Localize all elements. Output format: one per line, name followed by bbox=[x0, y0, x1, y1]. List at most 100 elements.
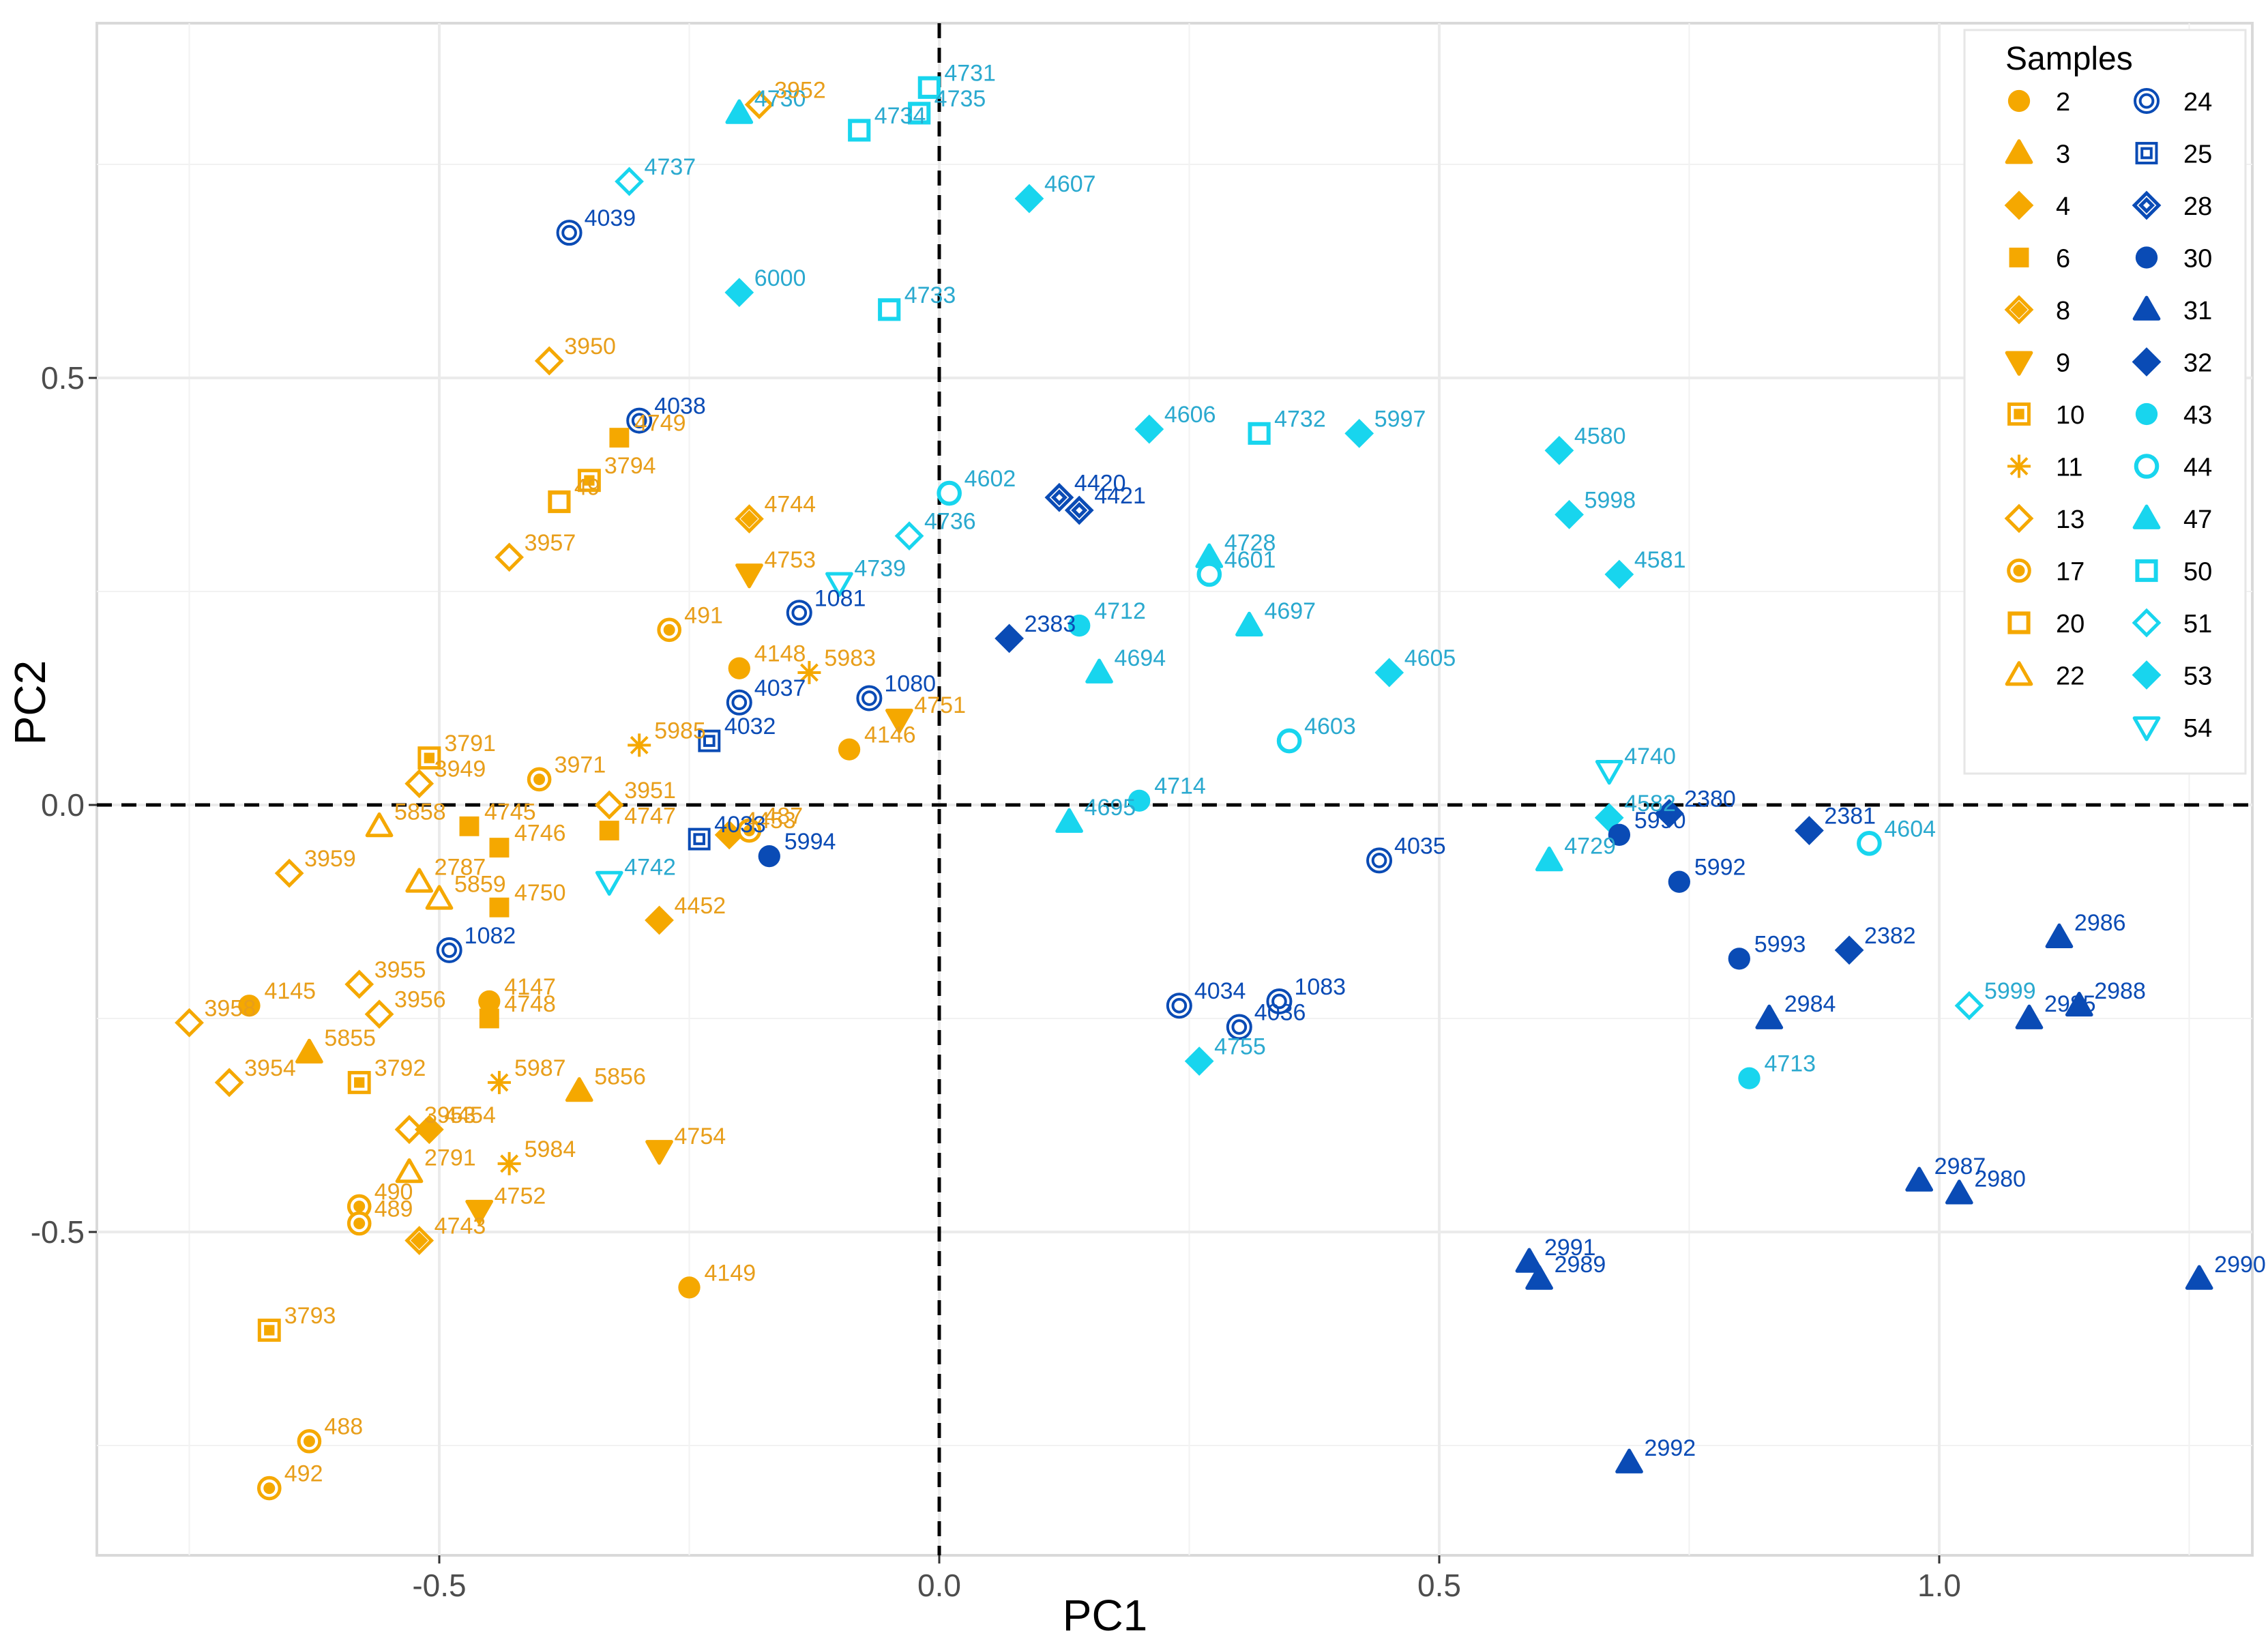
legend-marker-31 bbox=[2132, 295, 2161, 321]
data-point-4742 bbox=[595, 870, 623, 896]
point-label: 3953 bbox=[424, 1102, 476, 1128]
data-point-3971 bbox=[527, 767, 552, 792]
data-point-5985 bbox=[628, 733, 651, 757]
legend-marker-32 bbox=[2132, 347, 2162, 377]
point-label: 4036 bbox=[1254, 1000, 1306, 1026]
data-point-4421 bbox=[1064, 495, 1094, 525]
point-label: 3949 bbox=[435, 757, 486, 782]
point-label: 4749 bbox=[634, 411, 686, 437]
point-label: 490 bbox=[374, 1179, 413, 1205]
data-point-5997 bbox=[1344, 418, 1374, 448]
legend: Samples 2 3 4 6 8 9 10 11 13 17 20 22 24 25 28 30 31 32 43… bbox=[1963, 29, 2247, 775]
point-label: 4745 bbox=[484, 799, 536, 825]
point-label: 4605 bbox=[1404, 645, 1456, 671]
point-label: 5987 bbox=[514, 1055, 566, 1081]
legend-marker-47 bbox=[2132, 504, 2161, 529]
data-point-5856 bbox=[565, 1077, 593, 1102]
legend-label: 22 bbox=[2056, 662, 2085, 691]
data-point-2380 bbox=[1654, 799, 1684, 828]
legend-marker-53 bbox=[2132, 660, 2162, 690]
legend-label: 32 bbox=[2183, 349, 2212, 378]
point-label: 4421 bbox=[1094, 483, 1146, 509]
point-label: 4603 bbox=[1304, 714, 1356, 739]
data-point-4580 bbox=[1544, 436, 1574, 465]
data-point-4037 bbox=[726, 689, 752, 716]
x-axis-title: PC1 bbox=[1063, 1591, 1148, 1640]
data-point-4035 bbox=[1366, 847, 1393, 874]
data-point-4745 bbox=[459, 816, 480, 836]
point-label: 5993 bbox=[1754, 931, 1806, 957]
point-label: 4607 bbox=[1044, 171, 1096, 197]
point-label: 4147 bbox=[504, 974, 556, 1000]
legend-marker-11 bbox=[2007, 454, 2031, 478]
grid-lines bbox=[97, 23, 2252, 1555]
point-label: 4739 bbox=[854, 555, 906, 581]
point-label: 4039 bbox=[585, 205, 636, 231]
data-point-3794 bbox=[577, 469, 601, 493]
point-label: 1082 bbox=[465, 923, 516, 949]
data-point-2984 bbox=[1755, 1004, 1784, 1029]
legend-label: 11 bbox=[2056, 454, 2082, 482]
point-label: 5985 bbox=[654, 718, 706, 744]
legend-label: 28 bbox=[2183, 192, 2212, 221]
legend-label: 17 bbox=[2056, 558, 2085, 587]
point-label: 4734 bbox=[874, 103, 926, 129]
data-point-2992 bbox=[1615, 1448, 1643, 1473]
data-point-5855 bbox=[295, 1038, 323, 1063]
point-label: 4032 bbox=[724, 714, 776, 739]
legend-label: 6 bbox=[2056, 245, 2070, 274]
legend-label: 13 bbox=[2056, 505, 2085, 534]
data-point-4730 bbox=[725, 99, 754, 124]
data-point-4039 bbox=[556, 220, 583, 246]
data-point-4145 bbox=[238, 995, 261, 1017]
legend-marker-3 bbox=[2005, 139, 2033, 164]
point-label: 4601 bbox=[1224, 547, 1276, 573]
x-tick-label: 0.0 bbox=[917, 1568, 961, 1603]
data-point-4736 bbox=[894, 521, 924, 551]
point-label: 5859 bbox=[454, 872, 506, 898]
legend-marker-25 bbox=[2135, 142, 2158, 164]
point-label: 4713 bbox=[1764, 1051, 1816, 1077]
data-point-4734 bbox=[848, 119, 871, 142]
data-point-4737 bbox=[615, 166, 644, 196]
legend-marker-13 bbox=[2004, 503, 2034, 533]
data-point-2988 bbox=[2065, 991, 2093, 1017]
data-point-49 bbox=[548, 490, 571, 514]
data-point-4452 bbox=[645, 905, 674, 935]
x-tick-label: -0.5 bbox=[412, 1568, 466, 1603]
data-point-4148 bbox=[728, 657, 750, 679]
legend-label: 20 bbox=[2056, 610, 2085, 638]
point-label: 3956 bbox=[394, 987, 446, 1013]
point-labels: 4730395247314735473447374607403960004733… bbox=[205, 60, 2266, 1486]
legend-title: Samples bbox=[2005, 41, 2133, 77]
point-label: 4729 bbox=[1564, 833, 1616, 859]
point-label: 4146 bbox=[864, 722, 916, 748]
data-point-4733 bbox=[878, 298, 901, 321]
data-point-4746 bbox=[489, 838, 510, 858]
data-point-4420 bbox=[1044, 482, 1074, 512]
data-point-4038 bbox=[626, 407, 653, 434]
point-label: 487 bbox=[764, 804, 803, 830]
point-label: 2989 bbox=[1555, 1252, 1606, 1278]
data-point-4032 bbox=[698, 729, 721, 752]
point-label: 4148 bbox=[754, 641, 806, 667]
data-point-2381 bbox=[1795, 816, 1824, 845]
data-point-4149 bbox=[678, 1276, 701, 1299]
point-label: 1083 bbox=[1294, 974, 1346, 1000]
data-point-4147 bbox=[478, 990, 501, 1013]
point-label: 4750 bbox=[514, 880, 566, 906]
data-point-4713 bbox=[1738, 1067, 1761, 1089]
point-label: 492 bbox=[284, 1461, 323, 1487]
point-label: 4751 bbox=[914, 692, 966, 718]
point-label: 4694 bbox=[1115, 645, 1166, 671]
point-label: 2986 bbox=[2074, 910, 2126, 936]
data-point-488 bbox=[297, 1428, 322, 1454]
legend-label: 54 bbox=[2183, 714, 2212, 743]
point-label: 4145 bbox=[264, 978, 316, 1004]
data-point-2985 bbox=[2015, 1004, 2044, 1029]
point-label: 4149 bbox=[705, 1260, 756, 1286]
point-label: 4737 bbox=[645, 154, 696, 180]
point-label: 4732 bbox=[1274, 406, 1326, 432]
point-label: 2985 bbox=[2044, 991, 2096, 1017]
point-label: 4742 bbox=[624, 855, 676, 881]
